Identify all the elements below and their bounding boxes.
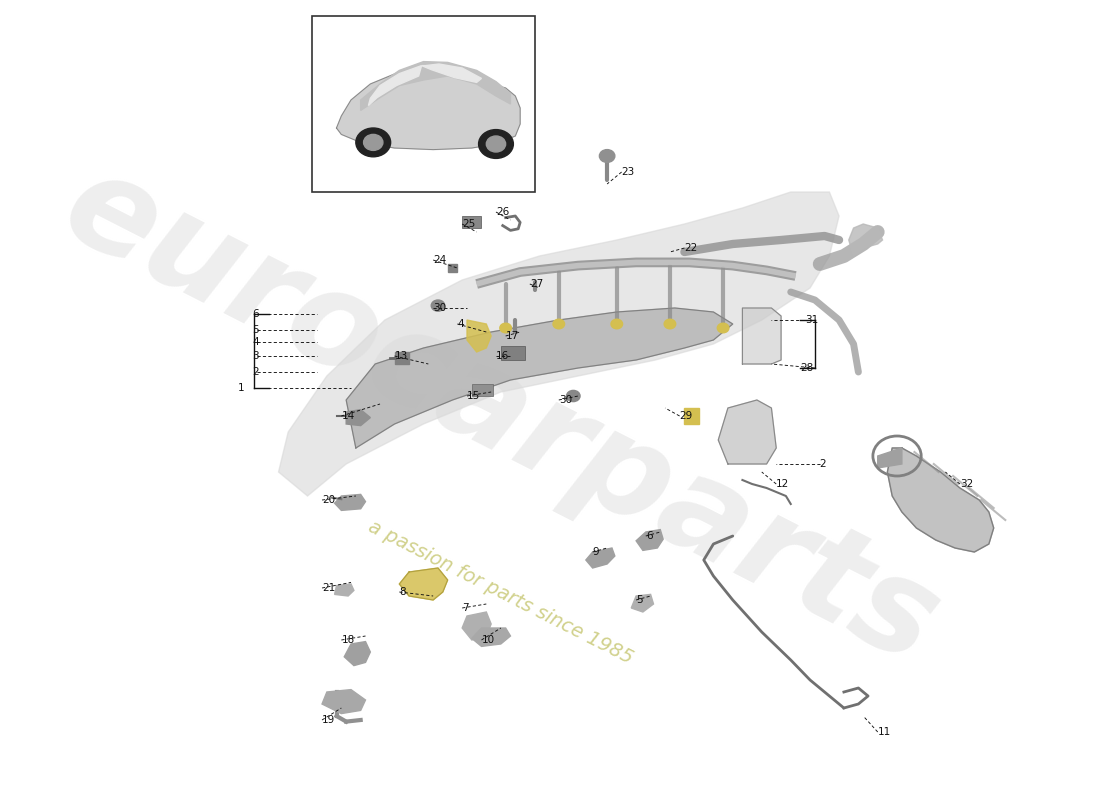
Circle shape xyxy=(486,136,506,152)
Text: 5: 5 xyxy=(253,325,260,334)
Circle shape xyxy=(478,130,514,158)
Text: 3: 3 xyxy=(253,351,260,361)
Text: 23: 23 xyxy=(621,167,635,177)
Polygon shape xyxy=(462,612,491,640)
Text: 29: 29 xyxy=(680,411,693,421)
Text: 8: 8 xyxy=(399,587,406,597)
Polygon shape xyxy=(448,264,458,272)
Text: 21: 21 xyxy=(322,583,335,593)
Polygon shape xyxy=(636,530,663,550)
Text: 5: 5 xyxy=(636,595,642,605)
Text: 6: 6 xyxy=(646,531,652,541)
Text: 17: 17 xyxy=(506,331,519,341)
Text: 26: 26 xyxy=(496,207,509,217)
Text: 25: 25 xyxy=(462,219,475,229)
Text: 18: 18 xyxy=(341,635,354,645)
Polygon shape xyxy=(718,400,777,464)
Text: 22: 22 xyxy=(684,243,697,253)
Bar xyxy=(312,16,535,192)
Polygon shape xyxy=(684,408,699,424)
Polygon shape xyxy=(888,448,993,552)
Text: 11: 11 xyxy=(878,727,891,737)
Polygon shape xyxy=(878,448,902,468)
Polygon shape xyxy=(344,642,371,666)
Bar xyxy=(500,346,525,360)
Text: 30: 30 xyxy=(559,395,572,405)
Polygon shape xyxy=(322,690,365,714)
Text: 32: 32 xyxy=(960,479,974,489)
Text: 30: 30 xyxy=(433,303,447,313)
Circle shape xyxy=(431,300,444,311)
Circle shape xyxy=(364,134,383,150)
Text: 2: 2 xyxy=(253,367,260,377)
Text: 31: 31 xyxy=(805,315,818,325)
Text: 7: 7 xyxy=(462,603,469,613)
Text: 12: 12 xyxy=(777,479,790,489)
Circle shape xyxy=(600,150,615,162)
Polygon shape xyxy=(334,584,354,596)
Text: 1: 1 xyxy=(238,383,244,393)
Circle shape xyxy=(610,319,623,329)
Text: 4: 4 xyxy=(458,319,464,329)
Text: 13: 13 xyxy=(395,351,408,361)
Text: eurocarparts: eurocarparts xyxy=(43,141,958,691)
Polygon shape xyxy=(742,308,781,364)
Polygon shape xyxy=(361,62,510,110)
Text: 20: 20 xyxy=(322,495,335,505)
Polygon shape xyxy=(337,68,520,150)
Polygon shape xyxy=(421,64,482,82)
Text: 14: 14 xyxy=(341,411,354,421)
Polygon shape xyxy=(278,192,839,496)
Polygon shape xyxy=(849,224,882,256)
Text: 10: 10 xyxy=(482,635,495,645)
Polygon shape xyxy=(586,548,615,568)
Polygon shape xyxy=(334,494,365,510)
Text: 15: 15 xyxy=(468,391,481,401)
Text: 9: 9 xyxy=(593,547,600,557)
Bar xyxy=(462,216,482,228)
Polygon shape xyxy=(395,352,409,364)
Polygon shape xyxy=(368,66,421,106)
Circle shape xyxy=(717,323,729,333)
Circle shape xyxy=(566,390,580,402)
Text: 28: 28 xyxy=(801,363,814,373)
Bar xyxy=(472,384,493,396)
Text: 24: 24 xyxy=(433,255,447,265)
Circle shape xyxy=(664,319,675,329)
Text: 27: 27 xyxy=(530,279,543,289)
Polygon shape xyxy=(399,568,448,600)
Text: 19: 19 xyxy=(322,715,335,725)
Circle shape xyxy=(553,319,564,329)
Polygon shape xyxy=(346,410,371,426)
Text: a passion for parts since 1985: a passion for parts since 1985 xyxy=(365,517,636,667)
Text: 4: 4 xyxy=(253,338,260,347)
Circle shape xyxy=(499,323,512,333)
Circle shape xyxy=(355,128,390,157)
Polygon shape xyxy=(631,594,653,612)
Text: 16: 16 xyxy=(496,351,509,361)
Polygon shape xyxy=(346,308,733,448)
Text: 2: 2 xyxy=(820,459,826,469)
Polygon shape xyxy=(472,628,510,646)
Text: 6: 6 xyxy=(253,310,260,319)
Polygon shape xyxy=(468,320,491,352)
